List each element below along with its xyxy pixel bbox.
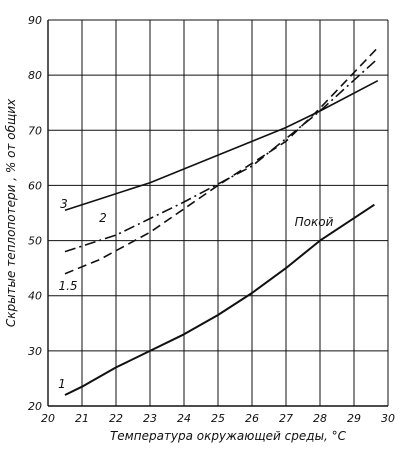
- series-line-1: [64, 203, 375, 396]
- y-tick-label: 60: [28, 179, 42, 192]
- x-tick-label: 22: [109, 412, 123, 425]
- y-tick-label: 50: [28, 235, 42, 248]
- y-tick-label: 20: [28, 400, 42, 413]
- series-lines: [64, 47, 379, 396]
- grid: [47, 19, 389, 407]
- y-tick-label: 70: [28, 124, 42, 137]
- series-label-1-5: 1.5: [58, 279, 77, 293]
- x-tick-label: 28: [313, 412, 327, 425]
- x-tick-label: 23: [143, 412, 157, 425]
- y-axis-title: Скрытые теплопотери , % от общих: [4, 98, 18, 327]
- x-tick-label: 25: [211, 412, 225, 425]
- x-tick-label: 24: [177, 412, 191, 425]
- series-label-1: 1: [58, 377, 66, 391]
- x-tick-label: 27: [279, 412, 293, 425]
- series-label-3: 3: [60, 197, 68, 211]
- x-tick-label: 30: [381, 412, 395, 425]
- series-label-2: 2: [99, 211, 107, 225]
- y-tick-label: 30: [28, 345, 42, 358]
- y-tick-label: 40: [28, 290, 42, 303]
- series-label-rest: Покой: [295, 215, 334, 229]
- y-tick-label: 80: [28, 69, 42, 82]
- y-tick-label: 90: [28, 14, 42, 27]
- x-tick-label: 21: [75, 412, 89, 425]
- x-axis-title: Температура окружающей среды, °С: [110, 429, 347, 443]
- x-tick-label: 26: [245, 412, 259, 425]
- series-line-1-5: [64, 47, 379, 275]
- x-tick-label: 29: [347, 412, 361, 425]
- series-labels: 3 2 1.5 1 Покой: [58, 197, 333, 391]
- x-tick-label: 20: [41, 412, 55, 425]
- series-line-3: [64, 79, 379, 211]
